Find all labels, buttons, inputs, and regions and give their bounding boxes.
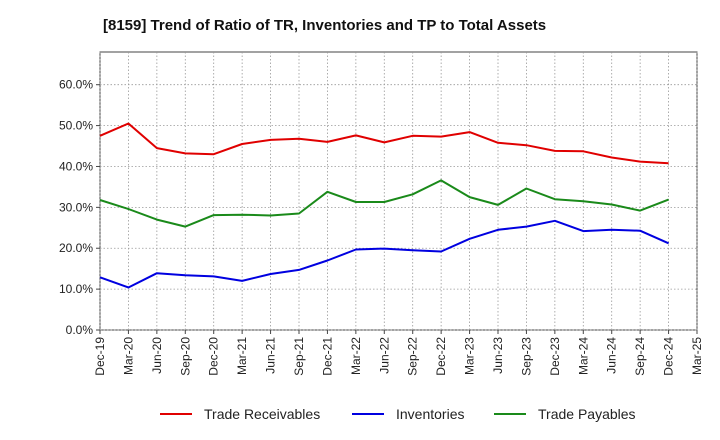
- y-tick-label: 60.0%: [59, 78, 93, 92]
- x-tick-label: Jun-22: [377, 337, 391, 374]
- x-tick-label: Jun-20: [150, 337, 164, 374]
- x-tick-label: Mar-22: [349, 337, 363, 375]
- x-tick-label: Mar-20: [121, 337, 135, 375]
- x-tick-label: Sep-22: [406, 337, 420, 376]
- legend: Trade Receivables Inventories Trade Payabl…: [160, 406, 636, 422]
- x-axis: Dec-19 Mar-20 Jun-20 Sep-20 Dec-20 Mar-21 Jun-…: [93, 330, 704, 376]
- x-tick-label: Dec-20: [207, 337, 221, 376]
- plot-area: [99, 51, 698, 331]
- y-tick-label: 10.0%: [59, 282, 93, 296]
- gridlines: [99, 52, 698, 331]
- x-tick-label: Jun-24: [605, 337, 619, 374]
- chart-title: [8159] Trend of Ratio of TR, Inventories…: [103, 17, 546, 34]
- legend-label: Trade Receivables: [204, 406, 320, 422]
- x-tick-label: Dec-19: [93, 337, 107, 376]
- y-tick-label: 50.0%: [59, 119, 93, 133]
- y-tick-label: 0.0%: [66, 323, 94, 337]
- x-tick-label: Mar-23: [463, 337, 477, 375]
- x-tick-label: Mar-24: [576, 337, 590, 375]
- y-tick-label: 30.0%: [59, 200, 93, 214]
- x-tick-label: Mar-21: [235, 337, 249, 375]
- x-tick-label: Dec-24: [662, 337, 676, 376]
- x-tick-label: Dec-22: [434, 337, 448, 376]
- x-tick-label: Dec-21: [320, 337, 334, 376]
- y-axis: 0.0% 10.0% 20.0% 30.0% 40.0% 50.0% 60.0%: [59, 78, 100, 337]
- series-line-trade-receivables: [99, 122, 669, 165]
- legend-label: Inventories: [396, 406, 464, 422]
- x-tick-label: Sep-24: [633, 337, 647, 376]
- x-tick-label: Jun-21: [264, 337, 278, 374]
- y-tick-label: 20.0%: [59, 241, 93, 255]
- x-tick-label: Jun-23: [491, 337, 505, 374]
- x-tick-label: Dec-23: [548, 337, 562, 376]
- y-tick-label: 40.0%: [59, 159, 93, 173]
- plot-frame: [99, 51, 698, 331]
- x-tick-label: Sep-23: [519, 337, 533, 376]
- series-line-trade-payables: [99, 179, 669, 228]
- x-tick-label: Mar-25: [690, 337, 704, 375]
- x-tick-label: Sep-20: [178, 337, 192, 376]
- legend-label: Trade Payables: [538, 406, 636, 422]
- x-tick-label: Sep-21: [292, 337, 306, 376]
- series-lines: [99, 122, 670, 289]
- series-line-inventories: [99, 219, 670, 289]
